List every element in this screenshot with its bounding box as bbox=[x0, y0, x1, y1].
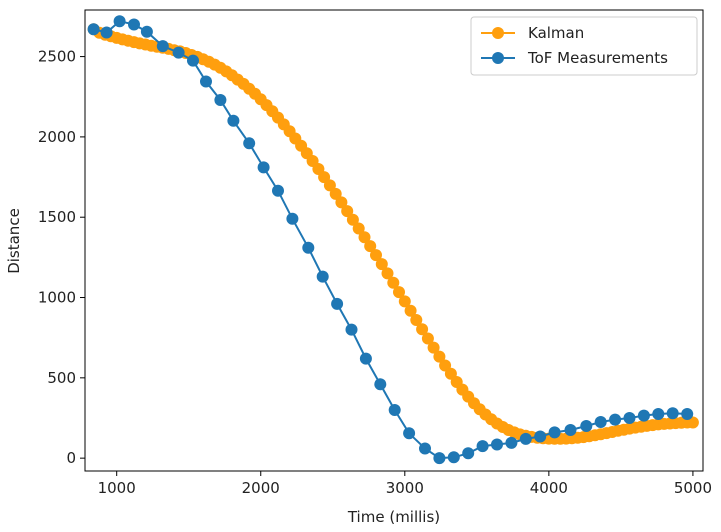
data-point bbox=[375, 258, 388, 271]
x-tick-label: 5000 bbox=[674, 479, 712, 497]
data-point bbox=[398, 295, 411, 308]
legend: Kalman ToF Measurements bbox=[470, 16, 698, 76]
data-point bbox=[594, 416, 607, 428]
data-point bbox=[87, 23, 100, 36]
data-point bbox=[346, 213, 359, 226]
data-point bbox=[534, 430, 547, 443]
data-point bbox=[421, 332, 434, 345]
data-point bbox=[393, 286, 405, 299]
data-point bbox=[403, 427, 416, 440]
data-point bbox=[652, 408, 665, 420]
data-point bbox=[352, 222, 365, 235]
data-point bbox=[433, 350, 446, 363]
y-tick-label: 1500 bbox=[38, 208, 76, 226]
data-point bbox=[345, 323, 358, 336]
data-point bbox=[341, 205, 354, 218]
data-point bbox=[370, 249, 382, 262]
data-point bbox=[564, 424, 577, 436]
data-point bbox=[358, 231, 371, 244]
data-point bbox=[335, 196, 348, 209]
data-point bbox=[200, 75, 212, 88]
data-point bbox=[113, 15, 126, 28]
data-point bbox=[323, 179, 336, 192]
data-point bbox=[637, 409, 650, 422]
x-tick-label: 4000 bbox=[530, 479, 568, 497]
data-point bbox=[666, 407, 679, 420]
data-point bbox=[681, 408, 694, 420]
data-point bbox=[100, 26, 113, 39]
data-point bbox=[505, 436, 518, 449]
legend-tof-label: ToF Measurements bbox=[527, 49, 668, 67]
x-tick-label: 2000 bbox=[242, 479, 280, 497]
legend-kalman-marker bbox=[492, 27, 504, 39]
data-point bbox=[302, 241, 315, 254]
data-point bbox=[329, 187, 342, 200]
data-point bbox=[433, 452, 446, 465]
data-point bbox=[374, 378, 387, 391]
data-point bbox=[331, 297, 344, 310]
series-layer bbox=[87, 15, 699, 465]
data-point bbox=[272, 184, 284, 197]
data-point bbox=[316, 270, 329, 283]
y-tick-label: 0 bbox=[66, 449, 76, 467]
y-axis-label: Distance bbox=[5, 208, 23, 274]
x-tick-label: 1000 bbox=[98, 479, 136, 497]
data-point bbox=[404, 304, 417, 317]
data-point bbox=[257, 161, 270, 174]
series-group bbox=[87, 15, 694, 465]
data-point bbox=[410, 314, 423, 326]
data-point bbox=[548, 426, 561, 439]
ticks-layer: 1000 2000 3000 4000 5000 0 500 1000 1500 2000 2500 bbox=[38, 48, 712, 497]
data-point bbox=[359, 352, 372, 365]
data-point bbox=[214, 94, 227, 106]
x-tick-label: 3000 bbox=[386, 479, 424, 497]
data-point bbox=[243, 137, 256, 150]
data-point bbox=[387, 276, 400, 289]
data-point bbox=[227, 114, 240, 127]
data-point bbox=[686, 416, 699, 429]
data-point bbox=[419, 442, 431, 455]
data-point bbox=[416, 323, 429, 336]
data-point bbox=[187, 54, 199, 67]
data-point bbox=[364, 240, 377, 253]
legend-tof-marker bbox=[492, 52, 504, 64]
data-point bbox=[580, 420, 593, 432]
data-point bbox=[519, 432, 532, 445]
data-point bbox=[156, 40, 169, 53]
y-tick-label: 2000 bbox=[38, 128, 76, 146]
data-point bbox=[381, 267, 394, 280]
data-point bbox=[128, 18, 140, 31]
data-point bbox=[388, 404, 401, 416]
data-point bbox=[609, 413, 622, 426]
data-point bbox=[172, 46, 185, 59]
plot-area bbox=[84, 9, 704, 472]
data-point bbox=[476, 440, 489, 453]
data-point bbox=[427, 341, 440, 354]
legend-kalman-label: Kalman bbox=[528, 24, 584, 42]
x-axis-label: Time (millis) bbox=[347, 508, 440, 526]
data-point bbox=[286, 212, 299, 225]
y-tick-label: 500 bbox=[47, 369, 76, 387]
data-point bbox=[462, 447, 475, 460]
data-point bbox=[140, 25, 153, 38]
data-point bbox=[491, 438, 503, 451]
data-point bbox=[447, 451, 460, 464]
y-tick-label: 2500 bbox=[38, 48, 76, 66]
y-tick-label: 1000 bbox=[38, 289, 76, 307]
data-point bbox=[623, 412, 636, 424]
legend-frame bbox=[470, 16, 698, 76]
